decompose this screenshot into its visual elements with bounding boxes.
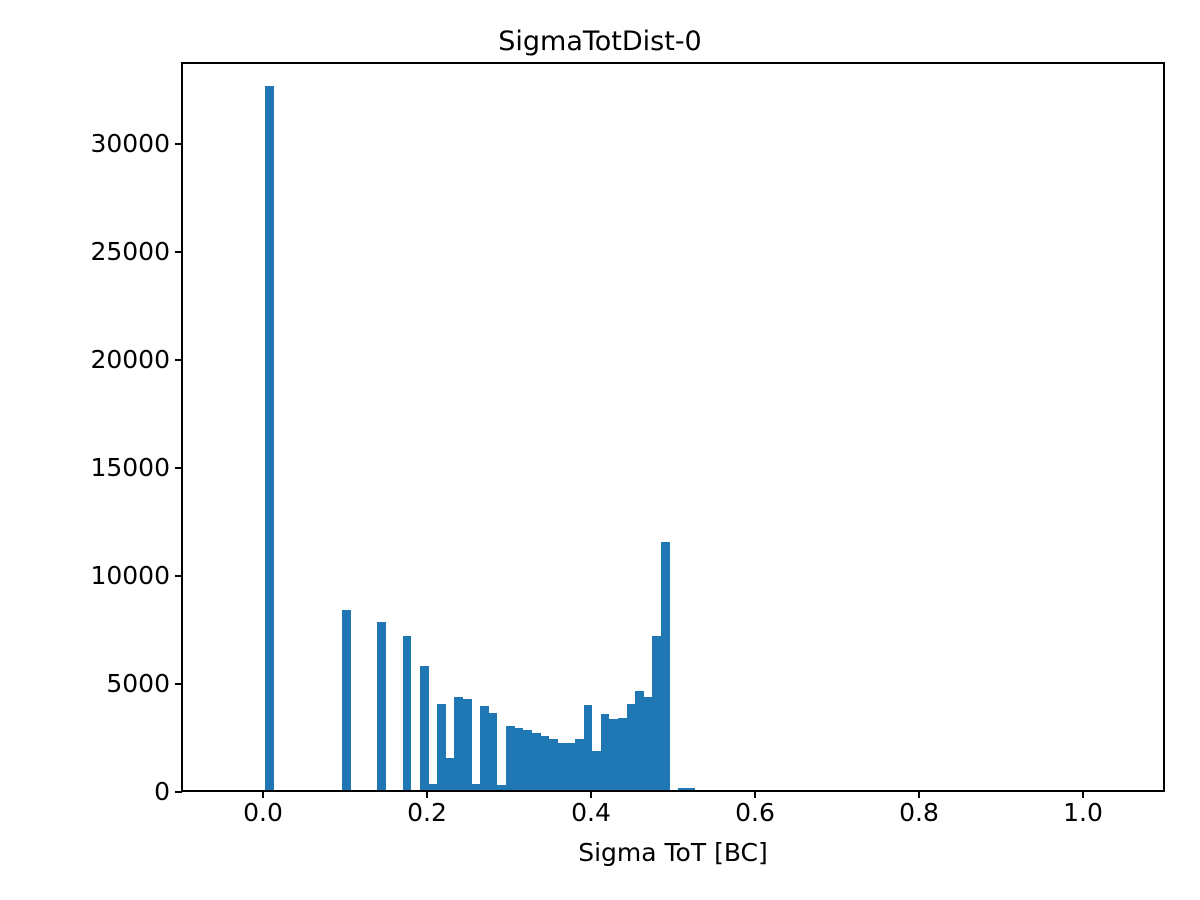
- histogram-bar: [342, 609, 352, 790]
- histogram-bar: [437, 703, 446, 790]
- histogram-bar: [514, 728, 524, 790]
- histogram-bar: [454, 697, 464, 790]
- y-tick-label: 30000: [90, 129, 170, 159]
- histogram-bar: [531, 732, 541, 790]
- histogram-bar: [488, 713, 498, 790]
- histogram-bar: [635, 690, 644, 790]
- y-tick-mark: [175, 683, 182, 685]
- x-tick-mark: [590, 790, 592, 798]
- x-tick-mark: [1082, 790, 1084, 798]
- histogram-bar: [480, 705, 489, 790]
- x-tick-mark: [754, 790, 756, 798]
- x-tick-mark: [262, 790, 264, 798]
- plot-area: [181, 62, 1165, 792]
- y-tick-mark: [175, 791, 182, 793]
- y-tick-mark: [175, 143, 182, 146]
- y-tick-mark: [175, 467, 182, 470]
- histogram-bar: [566, 742, 575, 790]
- histogram-bar: [471, 783, 481, 790]
- histogram-bar: [678, 787, 687, 790]
- y-tick-label: 5000: [106, 669, 170, 698]
- histogram-bar: [652, 635, 662, 790]
- x-tick-label: 0.4: [571, 798, 611, 827]
- histogram-bar: [583, 704, 593, 790]
- y-tick-label: 15000: [90, 453, 170, 483]
- chart-title: SigmaTotDist-0: [498, 26, 702, 57]
- histogram-bar: [643, 697, 653, 790]
- histogram-bar: [540, 736, 550, 790]
- x-tick-label: 0.8: [899, 798, 939, 827]
- x-axis-label: Sigma ToT [BC]: [578, 838, 768, 867]
- histogram-bar: [265, 85, 274, 790]
- histogram-bar: [574, 739, 584, 790]
- histogram-bar: [661, 541, 670, 790]
- histogram-bar: [609, 718, 618, 790]
- y-tick-label: 25000: [90, 237, 170, 267]
- histogram-bar: [549, 739, 558, 790]
- x-tick-label: 0.6: [735, 798, 775, 827]
- histogram-bar: [463, 699, 472, 790]
- histogram-bar: [428, 783, 438, 790]
- y-tick-mark: [175, 359, 182, 362]
- histogram-bar: [497, 784, 507, 790]
- histogram-bar: [419, 665, 429, 790]
- x-tick-mark: [426, 790, 428, 798]
- x-tick-label: 0.0: [243, 798, 283, 827]
- y-tick-mark: [175, 575, 182, 578]
- histogram-bar: [592, 751, 601, 790]
- histogram-bar: [402, 635, 412, 790]
- y-tick-label: 20000: [90, 345, 170, 375]
- histogram-bar: [506, 726, 515, 790]
- histogram-bar: [600, 714, 610, 790]
- histogram-bars: [183, 64, 1163, 790]
- histogram-bar: [618, 717, 627, 790]
- x-tick-label: 0.2: [407, 798, 447, 827]
- x-tick-mark: [918, 790, 920, 798]
- y-tick-label: 0: [154, 777, 170, 806]
- histogram-bar: [686, 787, 696, 790]
- histogram-bar: [626, 703, 636, 790]
- y-tick-label: 10000: [90, 561, 170, 591]
- x-tick-label: 1.0: [1063, 798, 1103, 827]
- histogram-bar: [445, 757, 455, 790]
- histogram-bar: [557, 742, 567, 790]
- y-tick-mark: [175, 251, 182, 254]
- histogram-bar: [523, 729, 532, 790]
- histogram-bar: [376, 621, 386, 790]
